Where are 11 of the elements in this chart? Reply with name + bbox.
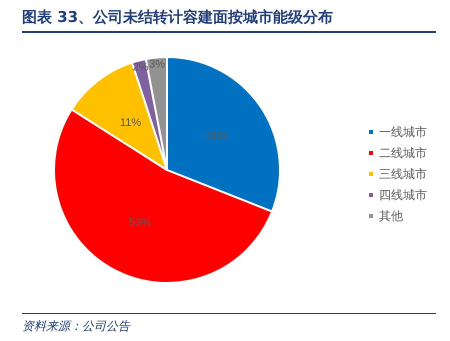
data-label: 53% (128, 217, 152, 230)
data-label: 11% (120, 116, 142, 129)
text: 资料来源：公司公告 (22, 318, 130, 335)
chart-title: 图表 33、公司未结转计容建面按城市能级分布 (22, 8, 334, 27)
legend-label: 三线城市 (379, 167, 427, 181)
legend-label: 一线城市 (379, 125, 427, 139)
legend-label: 其他 (379, 209, 403, 223)
legend-label: 二线城市 (379, 146, 427, 160)
data-label: 3% (149, 58, 166, 70)
legend-label: 四线城市 (379, 188, 427, 202)
data-label: 31% (205, 130, 228, 143)
